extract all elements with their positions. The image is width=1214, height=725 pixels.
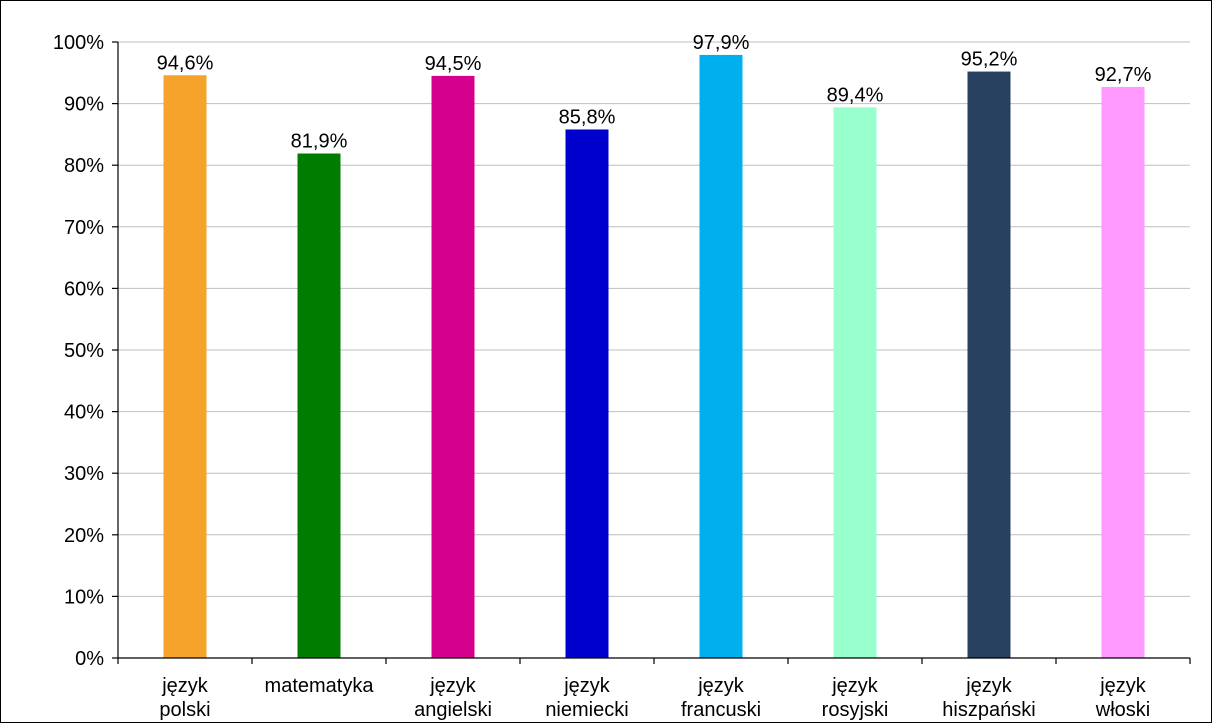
grid-lines [118,41,1190,597]
y-tick-label: 10% [64,586,104,608]
bar [431,75,475,658]
x-tick-label-line: język [1099,675,1147,697]
x-tick-label-line: włoski [1095,699,1150,721]
x-tick-label-line: polski [159,699,210,721]
y-tick-label: 0% [75,648,104,670]
x-tick-label: język niemiecki [545,675,628,721]
labels: 0% 10% 20% 30% 40% 50% 60% 70% 80% 90% 100% 94,6% ję… [53,32,1152,721]
bar [163,75,207,659]
bar [297,153,341,658]
data-label: 81,9% [291,130,348,152]
x-tick-label-line: angielski [414,699,492,721]
x-tick-label-line: język [697,675,745,697]
x-tick-label: język francuski [681,675,761,721]
y-tick-label: 20% [64,525,104,547]
bar [699,54,743,659]
data-label: 94,6% [157,52,214,74]
data-label: 95,2% [961,49,1018,71]
x-tick-label-line: język [161,675,209,697]
bar [967,71,1011,659]
bars [163,54,1145,659]
y-tick-label: 90% [64,94,104,116]
x-tick-label-line: język [965,675,1013,697]
x-tick-label: język rosyjski [822,675,889,721]
x-tick-label-line: język [429,675,477,697]
x-tick-label-line: hiszpański [942,699,1035,721]
data-label: 94,5% [425,53,482,75]
x-tick-label-line: język [563,675,611,697]
y-tick-label: 60% [64,278,104,300]
bar [1101,86,1145,658]
data-label: 92,7% [1095,64,1152,86]
data-label: 89,4% [827,84,884,106]
x-tick-label-line: rosyjski [822,699,889,721]
bar [565,129,609,659]
axes [112,41,1191,664]
x-tick-label: język angielski [414,675,492,721]
y-tick-label: 100% [53,32,104,54]
y-tick-label: 70% [64,217,104,239]
x-tick-label-line: język [831,675,879,697]
x-tick-label: język włoski [1095,675,1150,721]
y-tick-label: 40% [64,402,104,424]
x-tick-label-line: francuski [681,699,761,721]
x-tick-label-line: niemiecki [545,699,628,721]
y-tick-label: 50% [64,340,104,362]
y-tick-label: 30% [64,463,104,485]
x-tick-label: język hiszpański [942,675,1035,721]
x-tick-label: język polski [159,675,210,721]
x-tick-label-line: matematyka [265,675,375,697]
y-tick-label: 80% [64,155,104,177]
data-label: 97,9% [693,32,750,54]
x-tick-label: matematyka [265,675,375,697]
bar [833,107,877,658]
data-label: 85,8% [559,106,616,128]
